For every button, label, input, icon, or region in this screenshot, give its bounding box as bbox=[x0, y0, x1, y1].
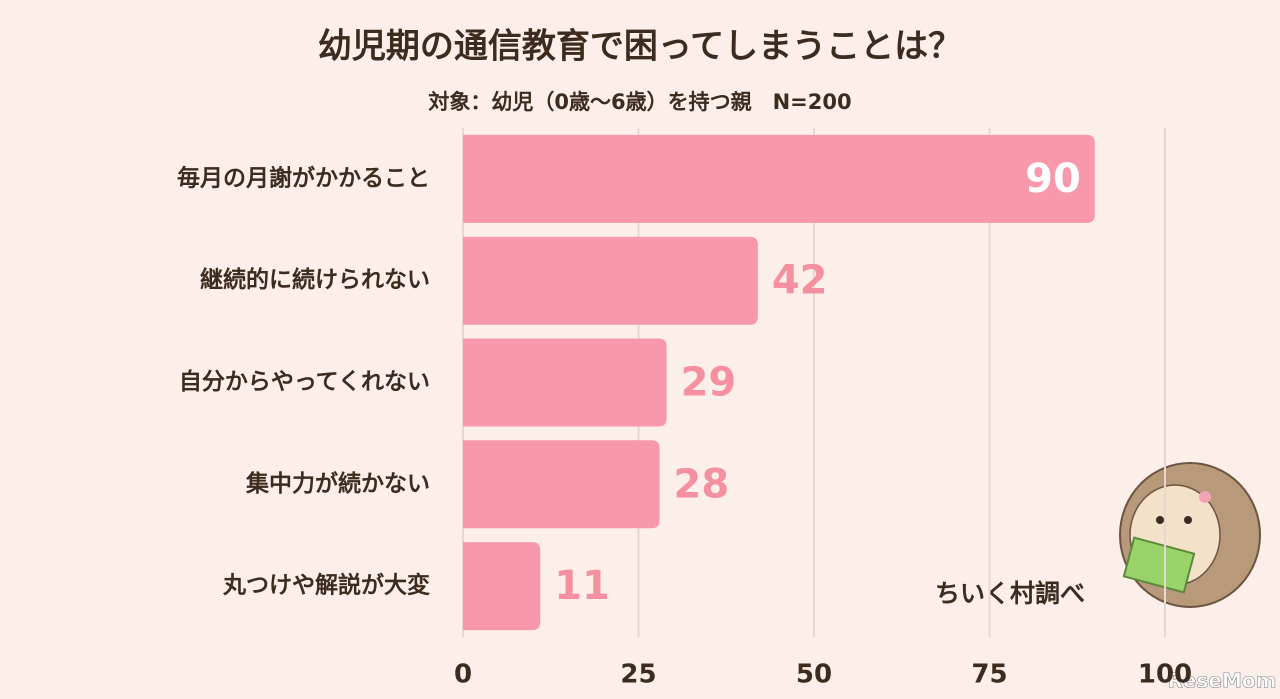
hedgehog-illustration bbox=[1119, 462, 1261, 608]
value-label: 29 bbox=[681, 360, 737, 406]
category-label: 毎月の月謝がかかること bbox=[177, 164, 430, 191]
x-tick-label: 50 bbox=[796, 660, 832, 690]
watermark: ReseMom bbox=[1168, 669, 1277, 693]
value-label: 42 bbox=[772, 258, 828, 304]
category-label: 集中力が続かない bbox=[245, 470, 430, 497]
chart-subtitle: 対象：幼児（0歳～6歳）を持つ親 N=200 bbox=[428, 90, 851, 114]
value-label: 11 bbox=[554, 563, 610, 609]
x-tick-label: 0 bbox=[454, 660, 472, 690]
value-label: 90 bbox=[1025, 156, 1081, 202]
source-note: ちいく村調べ bbox=[935, 579, 1085, 608]
bar bbox=[463, 236, 758, 325]
x-tick-label: 25 bbox=[620, 660, 656, 690]
value-label: 28 bbox=[674, 461, 730, 507]
bar bbox=[463, 542, 541, 631]
bar bbox=[463, 440, 660, 529]
bar bbox=[463, 338, 667, 427]
category-label: 丸つけや解説が大変 bbox=[222, 572, 430, 599]
bar bbox=[463, 134, 1095, 223]
x-tick-label: 75 bbox=[971, 660, 1007, 690]
chart-title: 幼児期の通信教育で困ってしまうことは？ bbox=[318, 27, 962, 67]
category-label: 自分からやってくれない bbox=[179, 368, 430, 395]
x-tick-label: 100 bbox=[1138, 660, 1192, 690]
category-label: 継続的に続けられない bbox=[200, 266, 430, 293]
